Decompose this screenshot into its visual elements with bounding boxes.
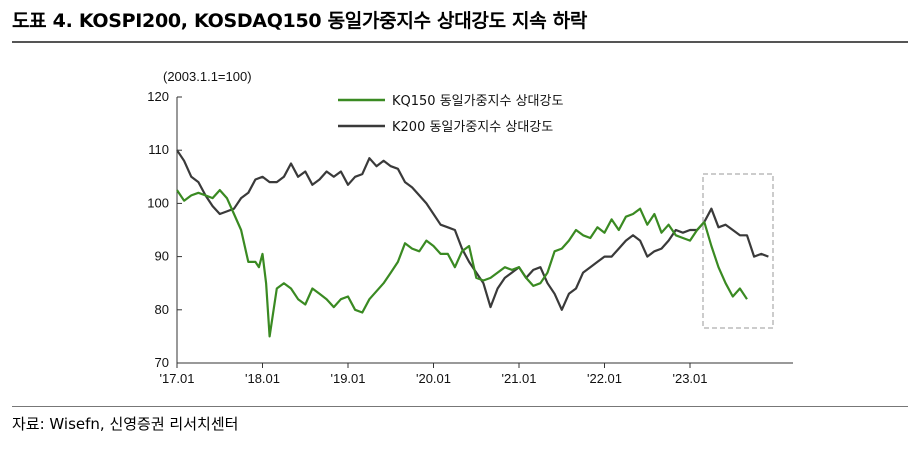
y-tick-label: 120: [147, 89, 169, 104]
y-tick-label: 110: [148, 142, 169, 157]
series-line-k200: [176, 149, 769, 311]
source-divider: [12, 406, 908, 407]
x-tick-label: '20.01: [416, 371, 451, 386]
legend-label: KQ150 동일가중지수 상대강도: [392, 94, 563, 109]
chart-title: 도표 4. KOSPI200, KOSDAQ150 동일가중지수 상대강도 지속…: [12, 10, 588, 32]
x-ticks: '17.01 '18.01 '19.01 '20.01 '21.01 '22.01 '23.…: [159, 363, 708, 386]
legend-label: K200 동일가중지수 상대강도: [392, 120, 553, 135]
x-tick-label: '22.01: [587, 371, 622, 386]
series-layer: [176, 149, 769, 338]
y-tick-label: 80: [155, 302, 169, 317]
y-ticks: 70 80 90 100 110 120: [147, 89, 182, 370]
highlight-box: [702, 173, 774, 329]
series-line-kq150: [176, 189, 748, 338]
unit-label: (2003.1.1=100): [163, 69, 252, 84]
x-tick-label: '17.01: [159, 371, 194, 386]
x-tick-label: '19.01: [330, 371, 365, 386]
source-text: 자료: Wisefn, 신영증권 리서치센터: [12, 415, 239, 433]
title-divider: [12, 41, 908, 43]
x-tick-label: '23.01: [672, 371, 707, 386]
x-tick-label: '21.01: [501, 371, 536, 386]
y-tick-label: 70: [155, 355, 169, 370]
line-chart: (2003.1.1=100) 70 80 90 100 110 120 '17.01 '18…: [147, 69, 793, 386]
x-tick-label: '18.01: [245, 371, 280, 386]
y-tick-label: 90: [155, 249, 169, 264]
legend: KQ150 동일가중지수 상대강도 K200 동일가중지수 상대강도: [338, 94, 563, 135]
y-tick-label: 100: [147, 195, 169, 210]
